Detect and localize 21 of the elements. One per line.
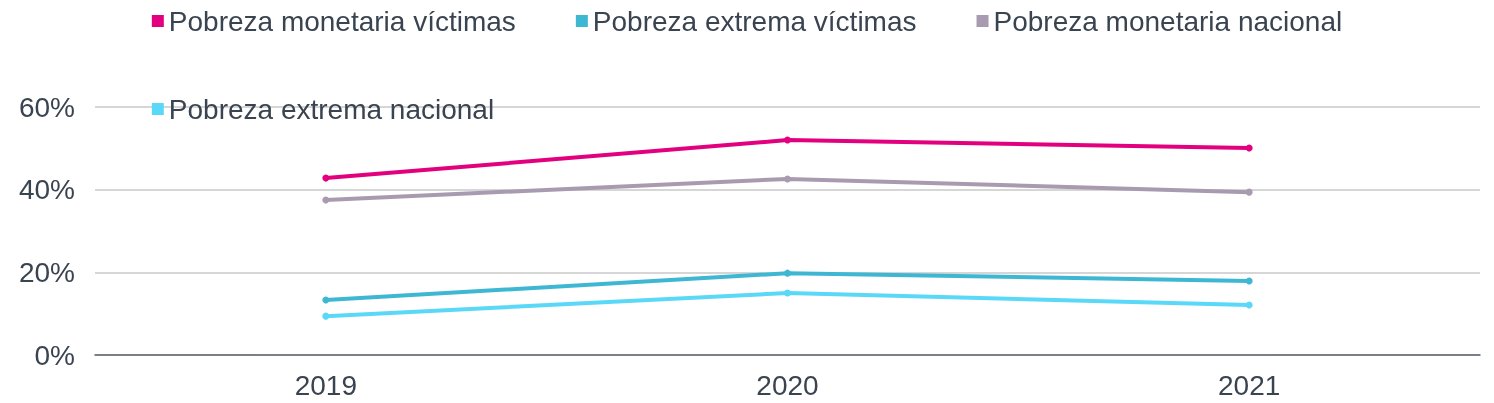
legend-label: Pobreza extrema nacional: [168, 93, 495, 125]
point: [322, 296, 330, 304]
point: [1245, 301, 1253, 309]
point: [784, 269, 791, 277]
y-tick-label: 0%: [34, 339, 75, 371]
point: [322, 174, 330, 182]
point: [322, 312, 330, 320]
point: [784, 175, 791, 183]
y-tick-label: 60%: [18, 91, 75, 123]
y-tick-label: 20%: [18, 256, 75, 288]
legend-label: Pobreza extrema víctimas: [592, 5, 917, 37]
point: [1245, 188, 1253, 196]
point: [784, 289, 791, 297]
legend-label: Pobreza monetaria víctimas: [168, 5, 516, 37]
x-tick-label: 2019: [294, 369, 357, 401]
legend-label: Pobreza monetaria nacional: [993, 5, 1343, 37]
point: [1245, 144, 1253, 152]
y-tick-label: 40%: [18, 174, 75, 206]
x-tick-label: 2021: [1218, 369, 1281, 401]
x-tick-label: 2020: [756, 369, 819, 401]
point: [784, 136, 791, 144]
